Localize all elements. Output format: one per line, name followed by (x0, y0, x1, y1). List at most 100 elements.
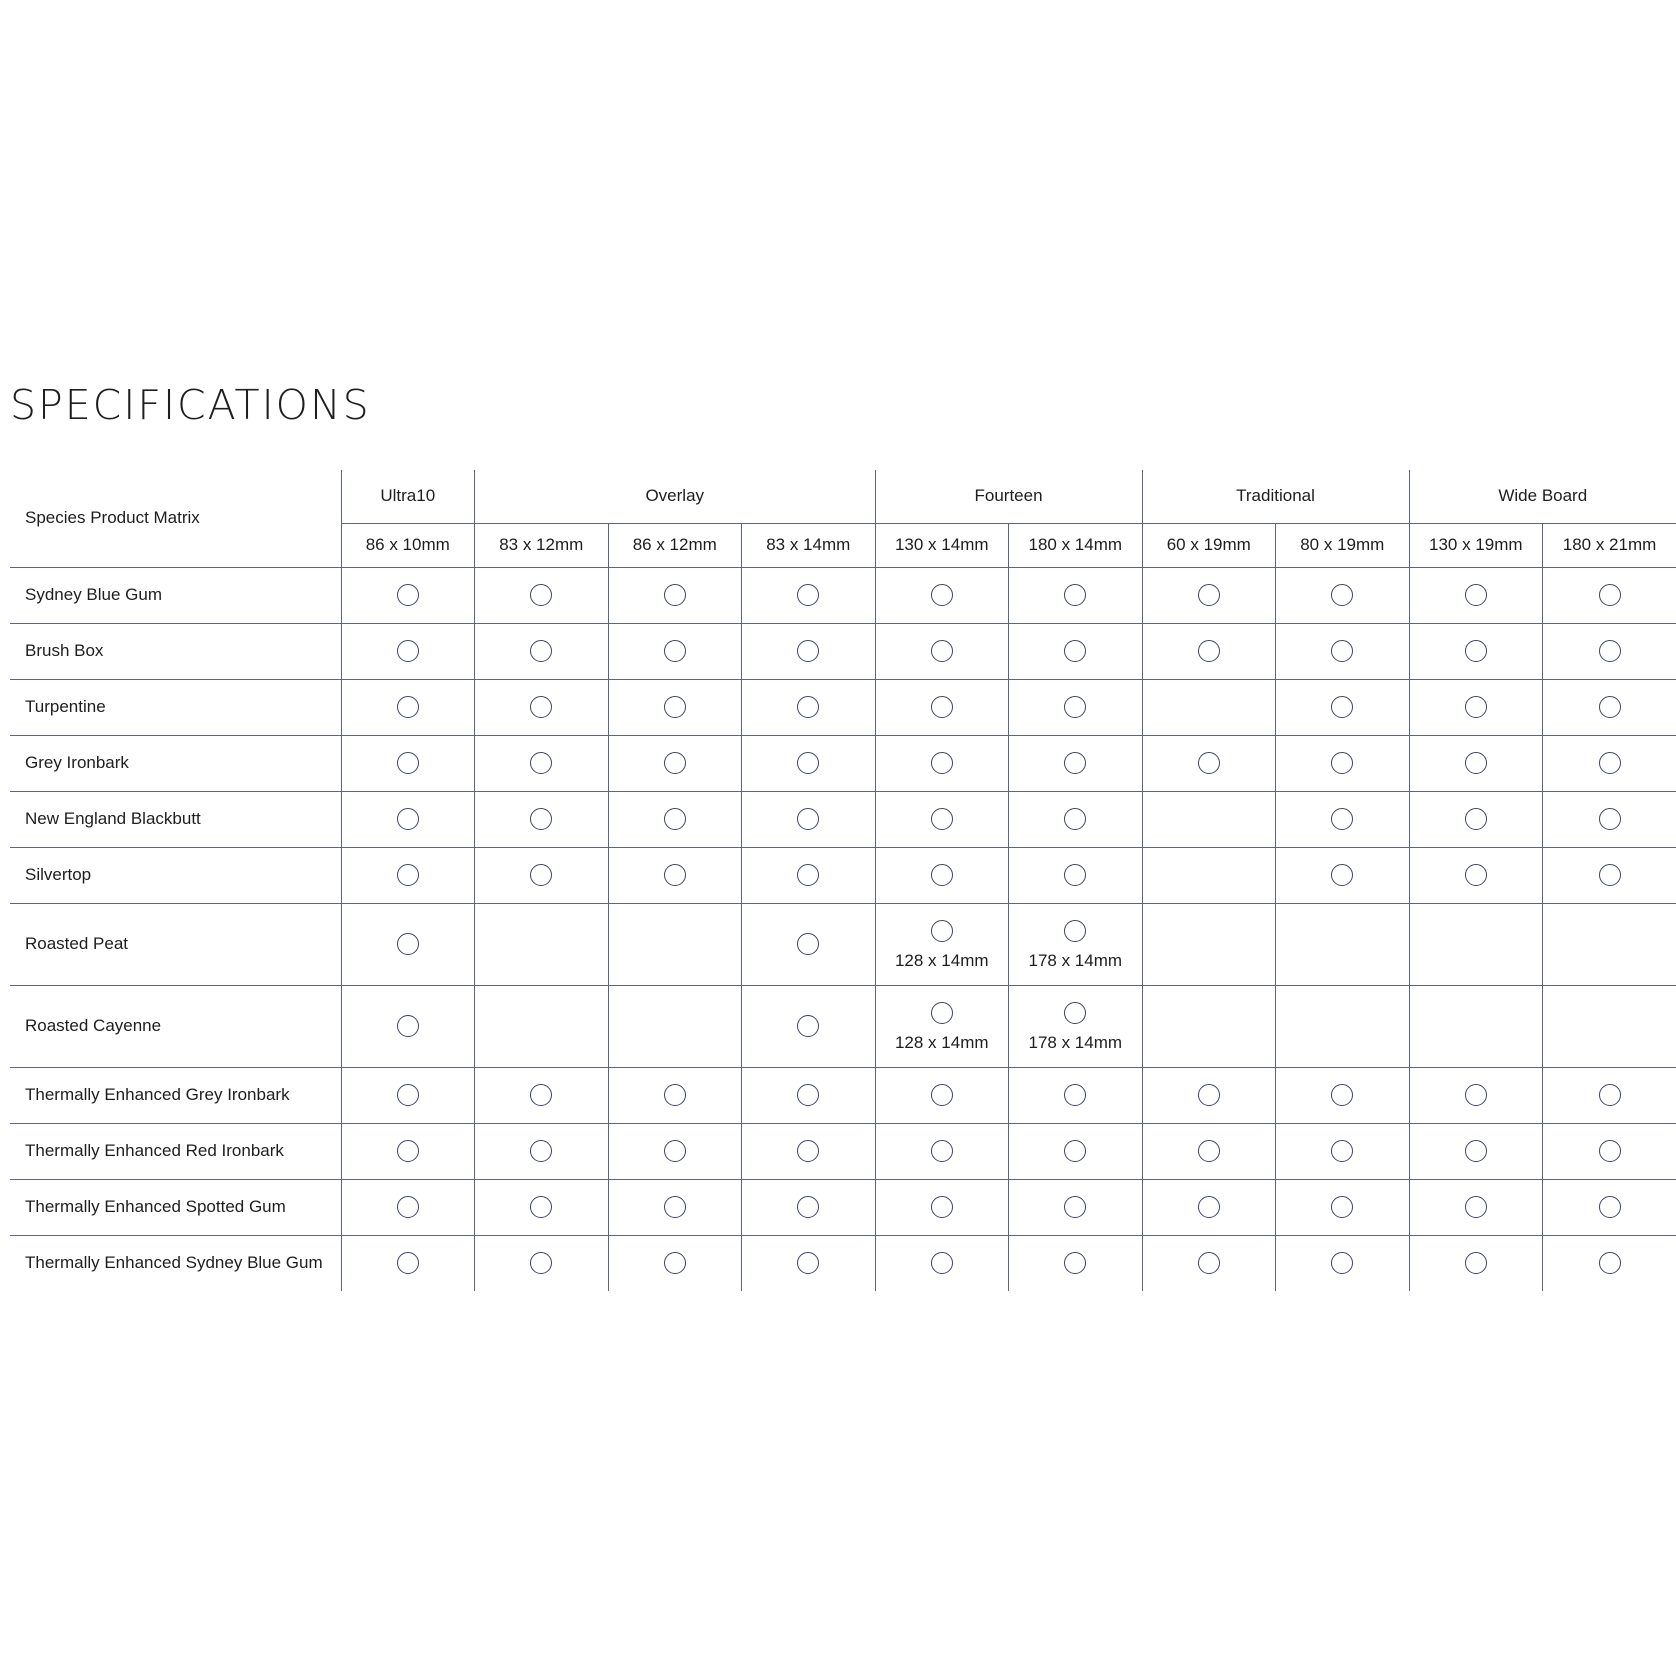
available-circle-icon (1598, 640, 1621, 662)
species-row-silvertop: Silvertop (10, 847, 1676, 904)
available-circle-icon (1197, 1084, 1220, 1106)
availability-cell (1141, 623, 1276, 680)
availability-cell (340, 679, 475, 736)
availability-cell (741, 903, 875, 986)
species-name: Thermally Enhanced Sydney Blue Gum (25, 1253, 323, 1273)
available-circle-icon (1197, 1196, 1220, 1218)
availability-cell (741, 1067, 875, 1124)
availability-cell (607, 1123, 742, 1180)
availability-cell (340, 791, 475, 848)
page-heading: SPECIFICATIONS (10, 381, 371, 429)
available-circle-icon (663, 584, 686, 606)
availability-cell (474, 1235, 608, 1291)
availability-cell (1275, 1123, 1410, 1180)
availability-cell (340, 903, 475, 986)
availability-cell (1141, 847, 1276, 904)
available-circle-icon (1598, 808, 1621, 830)
availability-cell: 178 x 14mm (1008, 985, 1143, 1068)
availability-cell (741, 623, 875, 680)
availability-cell (1408, 1235, 1543, 1291)
available-circle-icon (797, 640, 820, 662)
availability-cell (1542, 1179, 1676, 1236)
availability-cell (1542, 1067, 1676, 1124)
availability-cell (1141, 567, 1276, 624)
availability-cell (340, 567, 475, 624)
species-row-turpentine: Turpentine (10, 679, 1676, 736)
size-header-83-x-12mm: 83 x 12mm (474, 523, 608, 568)
available-circle-icon (1464, 752, 1487, 774)
available-circle-icon (797, 584, 820, 606)
available-circle-icon (1331, 752, 1354, 774)
available-circle-icon (797, 1196, 820, 1218)
species-row-sydney-blue-gum: Sydney Blue Gum (10, 567, 1676, 624)
available-circle-icon (797, 696, 820, 718)
availability-cell (1408, 1067, 1543, 1124)
available-circle-icon (1197, 640, 1220, 662)
available-circle-icon (1464, 1140, 1487, 1162)
available-circle-icon (663, 696, 686, 718)
availability-cell (874, 791, 1009, 848)
availability-cell: 128 x 14mm (874, 985, 1009, 1068)
available-circle-icon (1197, 1140, 1220, 1162)
available-circle-icon (396, 864, 419, 886)
availability-cell: 128 x 14mm (874, 903, 1009, 986)
available-circle-icon (396, 1015, 419, 1037)
group-header-traditional: Traditional (1141, 470, 1410, 524)
availability-cell (741, 735, 875, 792)
availability-cell (874, 1067, 1009, 1124)
availability-cell (1008, 1067, 1143, 1124)
availability-cell (1408, 679, 1543, 736)
available-circle-icon (530, 752, 553, 774)
availability-cell (340, 623, 475, 680)
species-name: Thermally Enhanced Spotted Gum (10, 1179, 341, 1236)
availability-cell (474, 847, 608, 904)
availability-cell (474, 1067, 608, 1124)
available-circle-icon (396, 640, 419, 662)
available-circle-icon (797, 808, 820, 830)
availability-cell (340, 1235, 475, 1291)
available-circle-icon (663, 1084, 686, 1106)
available-circle-icon (1464, 1196, 1487, 1218)
available-circle-icon (396, 1196, 419, 1218)
availability-cell (1408, 985, 1543, 1068)
availability-cell (1408, 847, 1543, 904)
available-circle-icon (530, 808, 553, 830)
size-header-80-x-19mm: 80 x 19mm (1275, 523, 1410, 568)
availability-cell (1408, 567, 1543, 624)
availability-cell (1408, 735, 1543, 792)
available-circle-icon (1197, 752, 1220, 774)
availability-cell (1141, 903, 1276, 986)
species-row-roasted-cayenne: Roasted Cayenne 128 x 14mm 178 x 14mm (10, 985, 1676, 1068)
available-circle-icon (1331, 1084, 1354, 1106)
available-circle-icon (1331, 864, 1354, 886)
available-circle-icon (396, 1084, 419, 1106)
group-header-wide-board: Wide Board (1408, 470, 1676, 524)
available-circle-icon (1064, 1196, 1087, 1218)
available-circle-icon (930, 808, 953, 830)
species-name: Sydney Blue Gum (10, 567, 341, 624)
availability-cell (1408, 623, 1543, 680)
available-circle-icon (530, 864, 553, 886)
matrix-header: Species Product Matrix Ultra10 Overlay Fou… (10, 470, 1676, 568)
availability-cell (1542, 903, 1676, 986)
available-circle-icon (1464, 640, 1487, 662)
availability-cell (874, 735, 1009, 792)
availability-cell (1542, 1235, 1676, 1291)
availability-cell (1141, 985, 1276, 1068)
size-header-130-x-19mm: 130 x 19mm (1408, 523, 1543, 568)
available-circle-icon (1464, 1084, 1487, 1106)
species-name: Brush Box (10, 623, 341, 680)
availability-cell (874, 1179, 1009, 1236)
available-circle-icon (1064, 1252, 1087, 1275)
available-circle-icon (1331, 696, 1354, 718)
availability-cell (1275, 735, 1410, 792)
available-circle-icon (1464, 696, 1487, 718)
matrix-corner-label: Species Product Matrix (10, 470, 341, 568)
available-circle-icon (530, 640, 553, 662)
availability-cell (1008, 623, 1143, 680)
size-header-86-x-10mm: 86 x 10mm (340, 523, 475, 568)
available-circle-icon (1331, 1252, 1354, 1275)
availability-cell: 178 x 14mm (1008, 903, 1143, 986)
availability-cell (607, 903, 742, 986)
availability-cell (741, 679, 875, 736)
